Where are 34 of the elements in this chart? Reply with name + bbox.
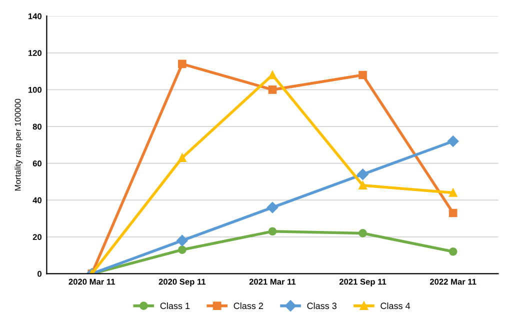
- point: [268, 86, 277, 94]
- y-tick-label: 140: [28, 13, 42, 20]
- point: [178, 246, 186, 254]
- x-tick-label: 2021 Mar 11: [249, 278, 296, 285]
- point: [448, 188, 458, 197]
- point: [448, 247, 458, 256]
- point: [178, 60, 186, 68]
- x-tick-label: 2020 Mar 11: [68, 278, 116, 285]
- point: [358, 229, 367, 238]
- legend-label: Class 2: [234, 302, 263, 310]
- legend-label: Class 1: [160, 302, 190, 310]
- point: [357, 168, 368, 180]
- y-tick-label: 0: [38, 270, 42, 277]
- legend-label: Class 3: [307, 302, 336, 310]
- point: [268, 70, 277, 80]
- x-tick-label: 2020 Sep 11: [158, 278, 206, 286]
- point: [266, 202, 278, 214]
- point: [178, 154, 186, 162]
- point: [268, 227, 277, 236]
- point: [358, 181, 367, 190]
- x-tick-label: 2021 Sep 11: [339, 278, 386, 286]
- y-tick-label: 60: [32, 160, 42, 166]
- point: [447, 136, 459, 147]
- legend-label: Class 4: [380, 302, 410, 310]
- y-tick-label: 120: [28, 50, 42, 56]
- y-axis-title: Mortality rate per 100000: [14, 98, 22, 191]
- point: [448, 208, 458, 218]
- y-tick-label: 20: [32, 234, 42, 240]
- x-tick-label: 2022 Mar 11: [430, 278, 476, 285]
- y-tick-label: 80: [32, 124, 42, 130]
- y-tick-label: 100: [28, 86, 42, 93]
- point: [358, 70, 367, 80]
- point: [176, 234, 188, 246]
- y-tick-label: 40: [32, 197, 42, 204]
